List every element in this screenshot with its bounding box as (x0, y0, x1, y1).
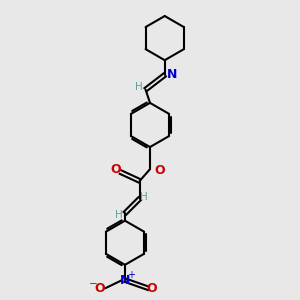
Text: H: H (140, 192, 148, 202)
Text: H: H (135, 82, 143, 92)
Text: −: − (89, 279, 98, 289)
Text: O: O (94, 282, 105, 295)
Text: +: + (127, 270, 135, 280)
Text: O: O (111, 163, 122, 176)
Text: N: N (167, 68, 178, 81)
Text: N: N (120, 274, 130, 286)
Text: O: O (154, 164, 165, 176)
Text: O: O (146, 282, 157, 295)
Text: H: H (115, 210, 123, 220)
